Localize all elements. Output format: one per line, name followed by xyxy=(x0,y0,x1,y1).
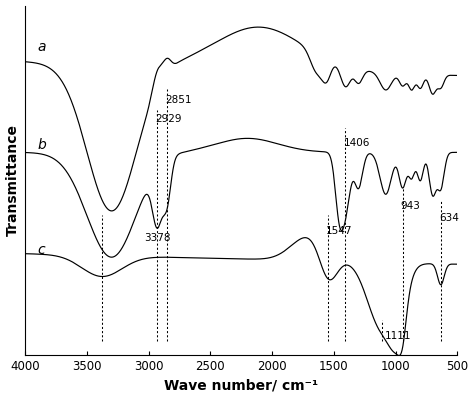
Text: c: c xyxy=(37,243,45,257)
Text: 2929: 2929 xyxy=(155,114,182,124)
Text: 1111: 1111 xyxy=(384,331,411,341)
X-axis label: Wave number/ cm⁻¹: Wave number/ cm⁻¹ xyxy=(164,378,319,392)
Text: 2851: 2851 xyxy=(165,95,191,105)
Text: 1547: 1547 xyxy=(326,226,353,236)
Text: b: b xyxy=(37,139,46,152)
Y-axis label: Transmittance: Transmittance xyxy=(6,124,19,236)
Text: a: a xyxy=(37,41,46,55)
Text: 1406: 1406 xyxy=(344,139,370,148)
Text: 943: 943 xyxy=(401,201,421,211)
Text: 634: 634 xyxy=(439,213,459,224)
Text: 3378: 3378 xyxy=(144,233,171,243)
